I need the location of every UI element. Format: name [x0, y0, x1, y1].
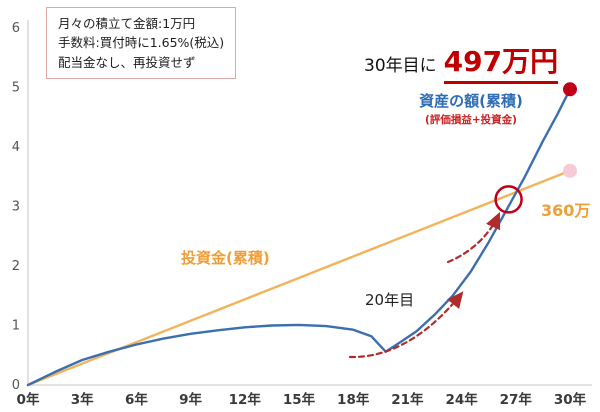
year20-label: 20年目: [365, 291, 415, 309]
y-tick-label: 3: [12, 200, 20, 215]
x-tick-label: 18年: [337, 391, 370, 408]
milestone-value: 497万円: [443, 40, 559, 84]
y-tick-label: 2: [12, 259, 20, 274]
y-tick-label: 1: [12, 319, 20, 334]
x-tick-label: 30年: [554, 391, 587, 408]
investment-total-label: 360万: [541, 201, 591, 220]
asset-label: 資産の額(累積): [419, 92, 523, 110]
x-tick-label: 9年: [179, 391, 202, 408]
x-axis-ticks: 0年 3年 6年 9年 12年 15年 18年 21年 24年 27年 30年: [17, 391, 587, 408]
y-tick-label: 6: [12, 21, 20, 36]
milestone-prefix: 30年目に: [364, 56, 437, 76]
assumption-line: 手数料:買付時に1.65%(税込): [58, 35, 225, 51]
milestone-annotation: 30年目に 497万円: [364, 40, 559, 84]
x-tick-label: 12年: [229, 391, 262, 408]
y-tick-label: 5: [12, 81, 20, 96]
x-tick-label: 15年: [283, 391, 316, 408]
asset-sublabel: (評価損益+投資金): [425, 114, 517, 126]
assumptions-box: 月々の積立て金額:1万円 手数料:買付時に1.65%(税込) 配当金なし、再投資…: [46, 7, 237, 80]
y-tick-label: 0: [12, 378, 20, 393]
trend-arrow-icon: [348, 291, 464, 359]
assumption-line: 配当金なし、再投資せず: [58, 54, 196, 70]
asset-line: [26, 88, 572, 387]
x-tick-label: 6年: [125, 391, 148, 408]
investment-end-dot: [563, 163, 577, 178]
assumption-line: 月々の積立て金額:1万円: [58, 16, 196, 31]
trend-arrow-icon: [446, 211, 501, 264]
y-axis-ticks: 0 1 2 3 4 5 6: [12, 21, 20, 393]
x-tick-label: 21年: [391, 391, 424, 408]
asset-series-label: 資産の額(累積) (評価損益+投資金): [390, 90, 552, 127]
investment-series-label: 投資金(累積): [181, 249, 270, 267]
x-tick-label: 0年: [17, 391, 40, 408]
y-tick-label: 4: [12, 140, 20, 155]
x-tick-label: 3年: [71, 391, 94, 408]
x-tick-label: 24年: [445, 391, 478, 408]
asset-end-dot: [563, 82, 577, 97]
x-tick-label: 27年: [500, 391, 533, 408]
crossover-circle-icon: [494, 185, 523, 214]
